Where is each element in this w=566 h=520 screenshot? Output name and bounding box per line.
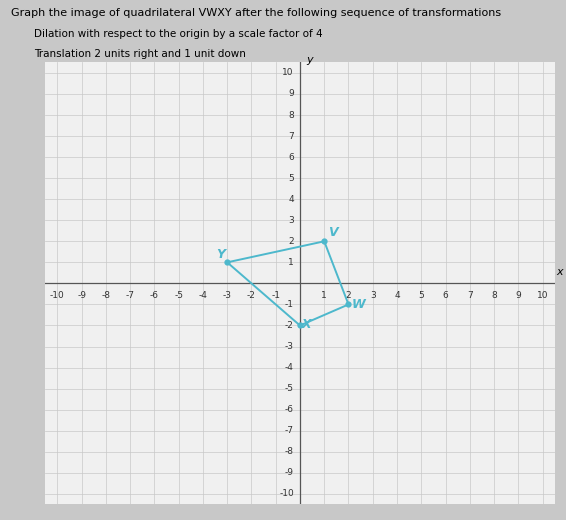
Text: 7: 7 — [288, 132, 294, 140]
Text: -1: -1 — [285, 300, 294, 309]
Text: -6: -6 — [150, 291, 159, 300]
Text: 8: 8 — [491, 291, 497, 300]
Text: -6: -6 — [285, 405, 294, 414]
Text: -10: -10 — [279, 489, 294, 498]
Text: 6: 6 — [288, 152, 294, 162]
Text: -3: -3 — [285, 342, 294, 351]
Text: 8: 8 — [288, 111, 294, 120]
Text: 7: 7 — [467, 291, 473, 300]
Text: 2: 2 — [288, 237, 294, 246]
Text: 1: 1 — [288, 258, 294, 267]
Text: 4: 4 — [288, 194, 294, 204]
Text: 10: 10 — [282, 69, 294, 77]
Text: 5: 5 — [418, 291, 424, 300]
Text: Dilation with respect to the origin by a scale factor of 4: Dilation with respect to the origin by a… — [34, 29, 323, 38]
Text: 4: 4 — [394, 291, 400, 300]
Text: -7: -7 — [285, 426, 294, 435]
Text: -9: -9 — [285, 469, 294, 477]
Text: 3: 3 — [370, 291, 376, 300]
Text: 1: 1 — [321, 291, 327, 300]
Text: X: X — [302, 318, 311, 331]
Text: -7: -7 — [126, 291, 135, 300]
Text: 10: 10 — [537, 291, 548, 300]
Text: -5: -5 — [285, 384, 294, 393]
Text: -5: -5 — [174, 291, 183, 300]
Text: Y: Y — [216, 249, 225, 261]
Text: -2: -2 — [247, 291, 256, 300]
Text: -4: -4 — [199, 291, 207, 300]
Text: Graph the image of quadrilateral VWXY after the following sequence of transforma: Graph the image of quadrilateral VWXY af… — [11, 8, 501, 18]
Text: -8: -8 — [101, 291, 110, 300]
Text: W: W — [351, 298, 365, 311]
Text: -9: -9 — [77, 291, 86, 300]
Text: 9: 9 — [288, 89, 294, 98]
Text: 2: 2 — [346, 291, 351, 300]
Text: y: y — [306, 55, 312, 66]
Text: V: V — [328, 226, 337, 239]
Text: x: x — [556, 267, 563, 277]
Text: -3: -3 — [222, 291, 231, 300]
Text: Translation 2 units right and 1 unit down: Translation 2 units right and 1 unit dow… — [34, 49, 246, 59]
Text: -8: -8 — [285, 447, 294, 456]
Text: -2: -2 — [285, 321, 294, 330]
Text: -1: -1 — [271, 291, 280, 300]
Text: 9: 9 — [516, 291, 521, 300]
Text: 3: 3 — [288, 216, 294, 225]
Text: -4: -4 — [285, 363, 294, 372]
Text: 5: 5 — [288, 174, 294, 183]
Text: -10: -10 — [50, 291, 65, 300]
Text: 6: 6 — [443, 291, 448, 300]
